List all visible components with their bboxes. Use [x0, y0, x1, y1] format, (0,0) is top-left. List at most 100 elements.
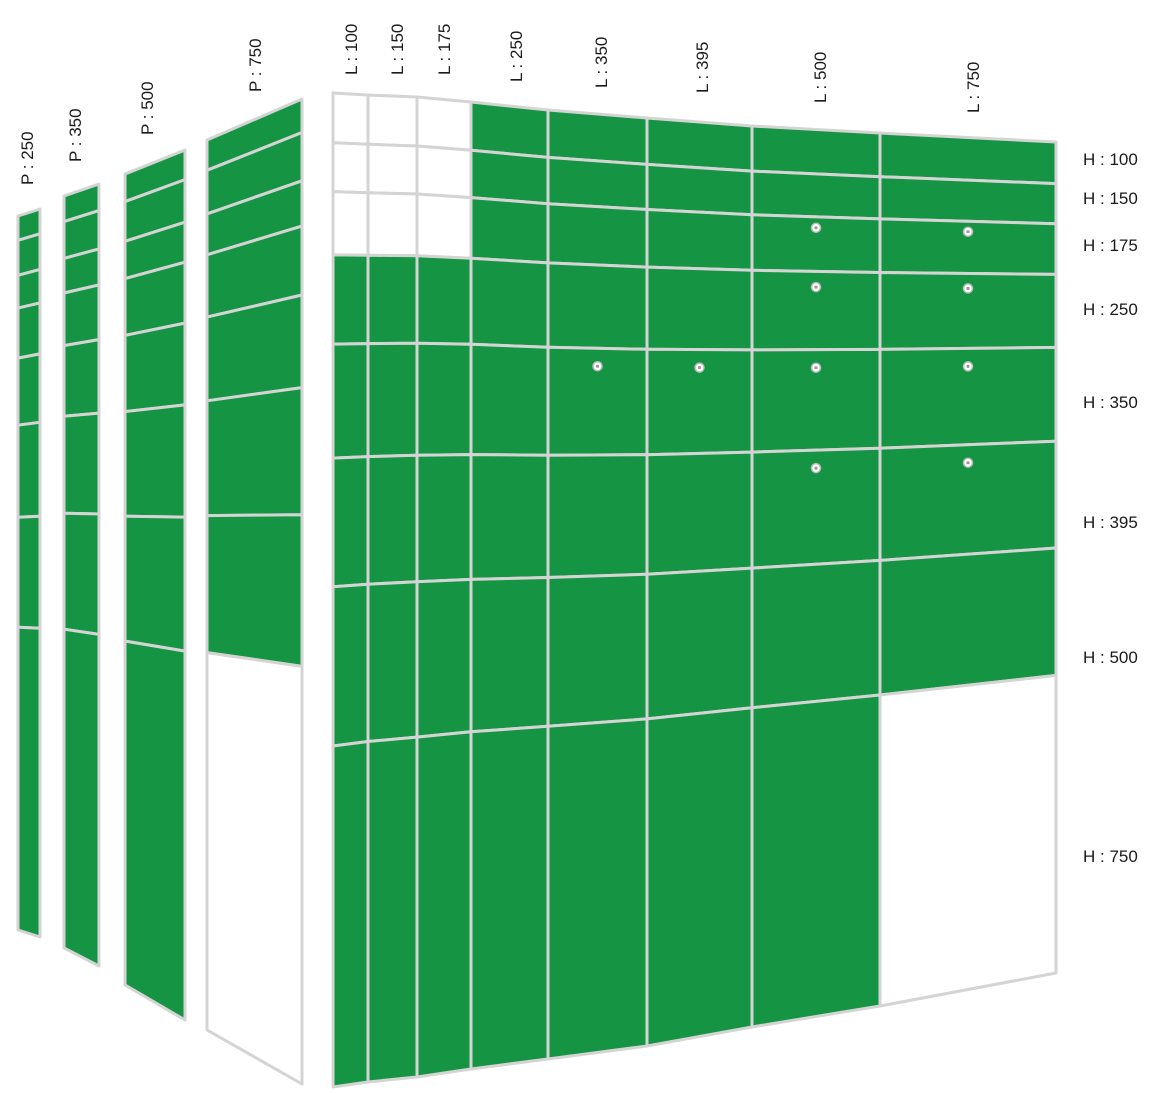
front-cell	[645, 566, 754, 721]
front-cell	[366, 580, 419, 743]
hinge-dot-center	[814, 366, 818, 370]
front-cell	[366, 93, 419, 148]
hinge-dot-center	[966, 286, 970, 290]
front-cell	[645, 265, 754, 352]
height-label: H : 100	[1083, 150, 1138, 169]
height-label: H : 500	[1083, 648, 1138, 667]
front-cell	[366, 142, 419, 196]
front-cell	[331, 342, 370, 460]
front-cell	[878, 546, 1058, 697]
width-label: L : 250	[507, 31, 526, 82]
front-cell	[546, 108, 649, 166]
front-cell	[546, 717, 649, 1061]
width-label: L : 395	[693, 42, 712, 93]
depth-cell	[123, 321, 187, 414]
width-label: L : 500	[811, 52, 830, 103]
front-cell	[366, 191, 419, 258]
front-cell	[331, 455, 370, 589]
front-cell	[331, 91, 370, 146]
front-cell	[546, 261, 649, 351]
depth-cell	[123, 514, 187, 653]
depth-cell	[205, 651, 304, 1086]
hinge-dot-center	[966, 230, 970, 234]
front-cell	[750, 124, 882, 179]
front-cell	[415, 730, 473, 1079]
front-cell	[546, 155, 649, 211]
front-cell	[469, 100, 550, 159]
front-cell	[415, 144, 473, 200]
depth-cell	[62, 283, 101, 348]
depth-label: P : 250	[18, 131, 37, 185]
depth-label: P : 500	[138, 81, 157, 135]
depth-cell	[62, 338, 101, 418]
front-cell	[415, 95, 473, 152]
front-cell	[469, 342, 550, 457]
front-cell	[331, 740, 370, 1089]
depth-cell	[62, 411, 101, 516]
depth-cell	[62, 511, 101, 636]
front-cell	[331, 141, 370, 195]
front-cell	[750, 558, 882, 710]
depth-cell	[205, 513, 304, 668]
height-label: H : 750	[1083, 847, 1138, 866]
hinge-dot-center	[814, 466, 818, 470]
front-cell	[469, 196, 550, 265]
height-label: H : 350	[1083, 393, 1138, 412]
depth-panels	[16, 97, 304, 1086]
front-cell	[331, 253, 370, 346]
depth-cell	[123, 639, 187, 1022]
height-label: H : 150	[1083, 189, 1138, 208]
front-cell	[469, 576, 550, 734]
front-cell	[469, 148, 550, 206]
front-cell	[645, 162, 754, 217]
hinge-dot-center	[966, 364, 970, 368]
depth-cell	[16, 352, 42, 427]
width-label: L : 100	[342, 24, 361, 75]
height-label: H : 395	[1083, 513, 1138, 532]
front-cell	[878, 673, 1058, 1008]
front-cell	[469, 256, 550, 349]
depth-cell	[16, 514, 42, 630]
hinge-dot-center	[595, 364, 600, 368]
depth-cell	[205, 386, 304, 518]
depth-label: P : 350	[66, 108, 85, 162]
hinge-dot-center	[814, 226, 818, 230]
depth-cell	[62, 627, 101, 968]
width-label: L : 150	[388, 24, 407, 75]
front-cell	[415, 577, 473, 739]
width-label: L : 175	[435, 24, 454, 75]
depth-cell	[16, 301, 42, 360]
front-cell	[469, 453, 550, 581]
width-label: L : 750	[964, 62, 983, 113]
hinge-dot-center	[966, 461, 970, 465]
depth-cell	[16, 625, 42, 939]
depth-cell	[16, 420, 42, 519]
hinge-dot-center	[814, 285, 818, 289]
front-cell	[750, 693, 882, 1029]
front-cell	[366, 341, 419, 459]
front-cell	[415, 341, 473, 457]
hinge-dot-center	[697, 366, 702, 370]
front-cell	[415, 192, 473, 260]
front-cell	[878, 175, 1058, 226]
depth-label: P : 750	[246, 38, 265, 92]
front-panel-grid	[331, 91, 1058, 1089]
height-label: H : 250	[1083, 300, 1138, 319]
front-cell	[645, 450, 754, 576]
depth-cell	[123, 403, 187, 519]
front-cell	[469, 724, 550, 1071]
hinge-dots	[592, 222, 974, 474]
front-cell	[331, 190, 370, 257]
front-cell	[546, 572, 649, 728]
width-label: L : 350	[592, 37, 611, 88]
front-cell	[546, 453, 649, 579]
front-cell	[331, 582, 370, 748]
front-cell	[415, 254, 473, 346]
front-cell	[366, 735, 419, 1084]
front-cell	[878, 131, 1058, 186]
front-cell	[366, 453, 419, 586]
front-cell	[750, 169, 882, 221]
front-cell	[645, 706, 754, 1048]
front-cell	[415, 453, 473, 584]
